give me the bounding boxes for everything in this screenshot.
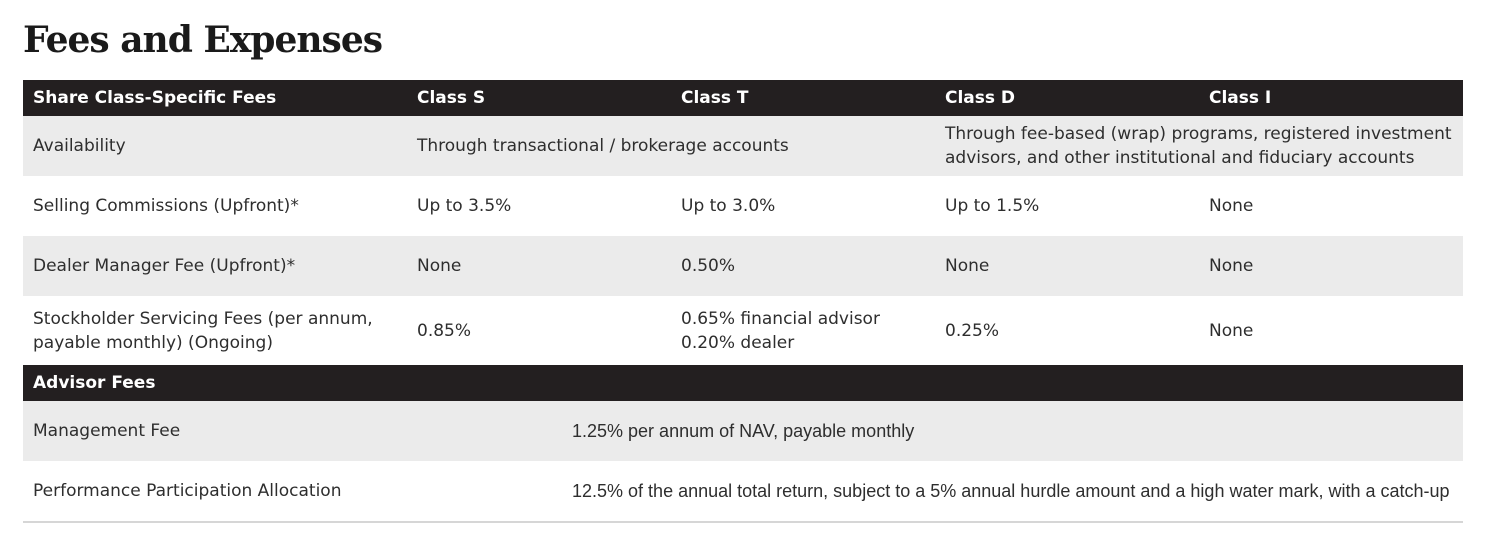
stockholder-servicing-fees-class-i: None (1209, 320, 1254, 341)
table-row-selling-commissions: Selling Commissions (Upfront)* Up to 3.5… (23, 176, 1463, 236)
management-fee-value: 1.25% per annum of NAV, payable monthly (572, 421, 915, 441)
stockholder-servicing-fees-class-s: 0.85% (417, 320, 472, 341)
performance-participation-allocation-value: 12.5% of the annual total return, subjec… (572, 481, 1450, 501)
row-label-availability: Availability (33, 136, 126, 156)
selling-commissions-class-s: Up to 3.5% (417, 196, 512, 216)
header-class-i: Class I (1209, 88, 1272, 108)
row-label-selling-commissions: Selling Commissions (Upfront)* (33, 196, 299, 216)
row-label-management-fee: Management Fee (33, 421, 181, 441)
dealer-manager-fee-class-i: None (1209, 256, 1254, 276)
share-class-header-row: Share Class-Specific Fees Class S Class … (23, 80, 1463, 116)
dealer-manager-fee-class-s: None (417, 256, 462, 276)
stockholder-servicing-fees-class-t: 0.65% financial advisor 0.20% dealer (681, 308, 880, 353)
row-label-stockholder-servicing-fees: Stockholder Servicing Fees (per annum, p… (33, 308, 373, 353)
header-advisor-fees: Advisor Fees (33, 373, 156, 393)
advisor-fees-header-row: Advisor Fees (23, 365, 1463, 401)
table-row-management-fee: Management Fee 1.25% per annum of NAV, p… (23, 401, 1463, 461)
header-class-t: Class T (681, 88, 749, 108)
dealer-manager-fee-class-d: None (945, 256, 990, 276)
header-class-d: Class D (945, 88, 1016, 108)
row-label-performance-participation-allocation: Performance Participation Allocation (33, 481, 342, 501)
availability-class-d-i: Through fee-based (wrap) programs, regis… (945, 124, 1452, 168)
stockholder-servicing-fees-class-d: 0.25% (945, 320, 1000, 341)
table-row-dealer-manager-fee: Dealer Manager Fee (Upfront)* None 0.50%… (23, 236, 1463, 296)
table-row-performance-participation-allocation: Performance Participation Allocation 12.… (23, 461, 1463, 523)
header-class-s: Class S (417, 88, 486, 108)
dealer-manager-fee-class-t: 0.50% (681, 256, 736, 276)
table-row-availability: Availability Through transactional / bro… (23, 116, 1463, 176)
selling-commissions-class-i: None (1209, 196, 1254, 216)
row-label-dealer-manager-fee: Dealer Manager Fee (Upfront)* (33, 256, 296, 276)
header-share-class-specific-fees: Share Class-Specific Fees (33, 88, 277, 108)
page-title: Fees and Expenses (23, 19, 383, 61)
availability-class-s-t: Through transactional / brokerage accoun… (417, 136, 789, 156)
selling-commissions-class-d: Up to 1.5% (945, 196, 1040, 216)
selling-commissions-class-t: Up to 3.0% (681, 196, 776, 216)
table-row-stockholder-servicing-fees: Stockholder Servicing Fees (per annum, p… (23, 296, 1463, 365)
fees-table: Share Class-Specific Fees Class S Class … (23, 80, 1463, 523)
